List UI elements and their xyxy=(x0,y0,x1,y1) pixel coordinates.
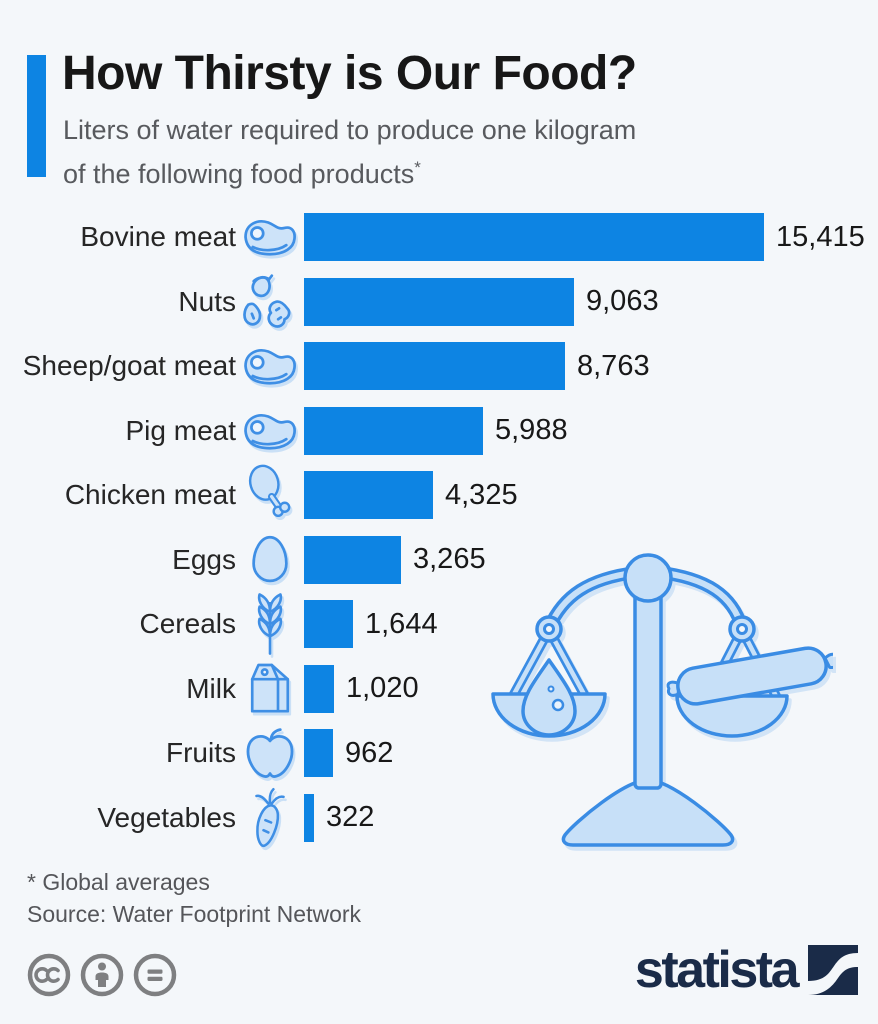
subtitle-line1: Liters of water required to produce one … xyxy=(63,115,637,145)
chart-row: Nuts 9,063 xyxy=(0,270,878,335)
chart-row: Fruits 962 xyxy=(0,721,878,786)
chart-row: Vegetables 322 xyxy=(0,786,878,851)
chart-row: Cereals 1,644 xyxy=(0,592,878,657)
category-label: Vegetables xyxy=(97,801,236,833)
statista-wordmark: statista xyxy=(634,941,800,999)
value-label: 4,325 xyxy=(445,478,518,511)
value-label: 1,020 xyxy=(346,672,419,705)
steak-icon xyxy=(236,409,304,453)
category-label: Bovine meat xyxy=(80,221,236,253)
chart-row: Bovine meat 15,415 xyxy=(0,205,878,270)
category-label: Cereals xyxy=(139,608,236,640)
subtitle-line2: of the following food products xyxy=(63,159,415,189)
egg-icon xyxy=(236,534,304,586)
category-label: Pig meat xyxy=(125,414,237,446)
chart-row: Eggs 3,265 xyxy=(0,528,878,593)
chart-row: Sheep/goat meat 8,763 xyxy=(0,334,878,399)
chart-subtitle: Liters of water required to produce one … xyxy=(63,112,636,193)
value-bar xyxy=(304,213,764,262)
milk-carton-icon xyxy=(236,659,304,719)
apple-icon xyxy=(236,725,304,781)
steak-icon xyxy=(236,215,304,259)
value-bar xyxy=(304,277,574,326)
statista-logo: statista xyxy=(635,944,858,996)
value-bar xyxy=(304,535,401,584)
statista-logo-mark xyxy=(808,945,858,995)
page-title: How Thirsty is Our Food? xyxy=(62,47,637,100)
category-label: Milk xyxy=(186,672,236,704)
chart-row: Pig meat 5,988 xyxy=(0,399,878,464)
title-accent-bar xyxy=(27,55,46,177)
value-bar xyxy=(304,406,483,455)
drumstick-icon xyxy=(236,464,304,526)
value-label: 1,644 xyxy=(365,607,438,640)
nuts-icon xyxy=(236,273,304,331)
value-label: 9,063 xyxy=(586,285,659,318)
value-label: 962 xyxy=(345,736,394,769)
category-label: Sheep/goat meat xyxy=(22,350,236,382)
value-bar xyxy=(304,793,314,842)
source-line: Source: Water Footprint Network xyxy=(27,901,362,927)
cc-by-icon xyxy=(80,953,124,1002)
value-bar xyxy=(304,664,334,713)
chart-row: Milk 1,020 xyxy=(0,657,878,722)
value-bar xyxy=(304,342,565,391)
category-label: Fruits xyxy=(166,737,236,769)
cc-icon xyxy=(27,953,71,1002)
cc-nd-icon xyxy=(133,953,177,1002)
footnotes: * Global averages Source: Water Footprin… xyxy=(27,866,361,930)
category-label: Chicken meat xyxy=(64,479,236,511)
category-label: Nuts xyxy=(178,285,236,317)
value-label: 3,265 xyxy=(413,543,486,576)
value-label: 322 xyxy=(326,801,375,834)
value-label: 5,988 xyxy=(495,414,568,447)
value-label: 15,415 xyxy=(776,220,865,253)
balance-scale-illustration xyxy=(473,530,840,852)
footnote-global-averages: * Global averages xyxy=(27,869,210,895)
wheat-icon xyxy=(236,591,304,657)
value-bar xyxy=(304,600,353,649)
chart-row: Chicken meat 4,325 xyxy=(0,463,878,528)
footnote-marker: * xyxy=(414,158,421,177)
category-label: Eggs xyxy=(172,543,236,575)
value-label: 8,763 xyxy=(577,349,650,382)
value-bar xyxy=(304,471,433,520)
steak-icon xyxy=(236,344,304,388)
cc-license-badges xyxy=(27,953,177,1002)
carrot-icon xyxy=(236,785,304,851)
chart-rows: Bovine meat 15,415 Nuts 9,063 Sheep/goat m… xyxy=(0,205,878,850)
value-bar xyxy=(304,729,333,778)
